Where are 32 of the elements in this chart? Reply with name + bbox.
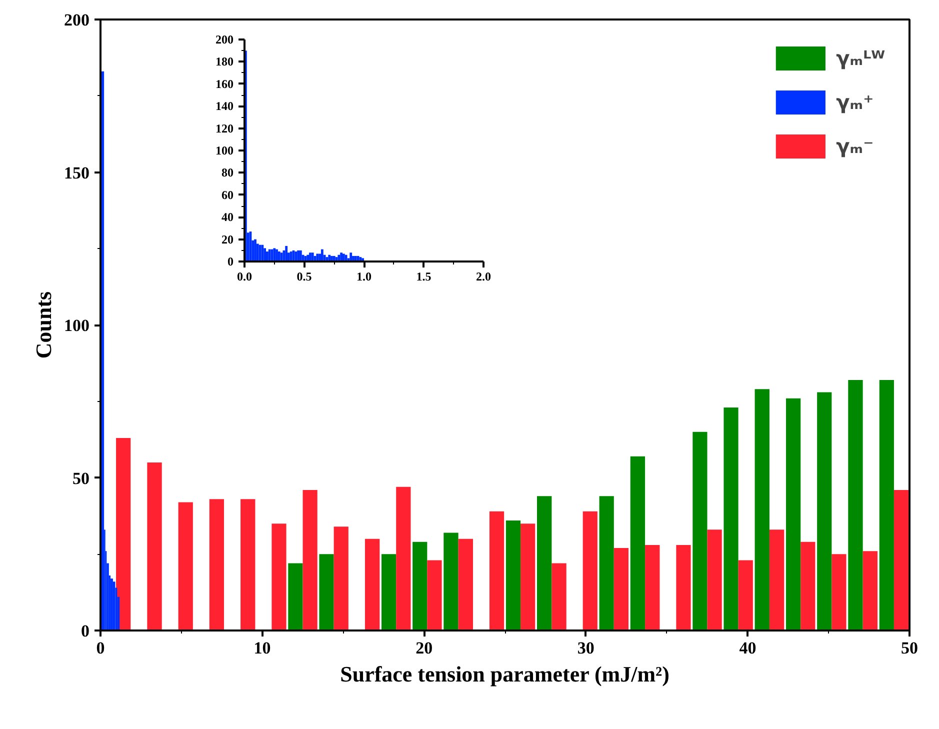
x-axis-title: Surface tension parameter (mJ/m²) bbox=[340, 662, 670, 686]
x-tick-label: 2.0 bbox=[476, 270, 491, 284]
x-tick-label: 0.0 bbox=[237, 270, 252, 284]
x-tick-label: 0 bbox=[96, 638, 105, 658]
y-tick-label: 40 bbox=[222, 210, 234, 224]
y-tick-label: 120 bbox=[216, 121, 234, 136]
x-tick-label: 1.5 bbox=[416, 270, 432, 284]
x-tick-label: 40 bbox=[739, 638, 756, 658]
legend-label: γₘᴸᵂ bbox=[836, 46, 885, 70]
y-tick-label: 0 bbox=[81, 622, 90, 640]
y-tick-label: 180 bbox=[216, 54, 234, 69]
legend-label: γₘ⁻ bbox=[836, 134, 874, 158]
x-tick-label: 1.0 bbox=[356, 270, 372, 284]
y-tick-label: 50 bbox=[72, 468, 90, 488]
x-tick-label: 30 bbox=[577, 638, 594, 658]
x-tick-label: 10 bbox=[254, 638, 271, 658]
y-tick-label: 20 bbox=[222, 232, 234, 246]
y-tick-label: 200 bbox=[216, 32, 234, 46]
y-tick-label: 80 bbox=[222, 166, 234, 180]
y-tick-label: 140 bbox=[216, 99, 234, 114]
x-tick-label: 20 bbox=[416, 638, 433, 658]
y-tick-label: 160 bbox=[216, 76, 234, 91]
y-tick-label: 150 bbox=[64, 163, 90, 182]
x-tick-label: 0.5 bbox=[296, 270, 312, 284]
y-tick-label: 200 bbox=[64, 10, 90, 30]
y-axis-title: Counts bbox=[31, 290, 56, 359]
y-tick-label: 0 bbox=[228, 254, 234, 268]
y-tick-label: 60 bbox=[222, 188, 234, 202]
x-tick-label: 50 bbox=[901, 638, 918, 658]
y-tick-label: 100 bbox=[216, 144, 234, 158]
y-tick-label: 100 bbox=[64, 316, 90, 335]
legend-label: γₘ⁺ bbox=[836, 90, 874, 114]
